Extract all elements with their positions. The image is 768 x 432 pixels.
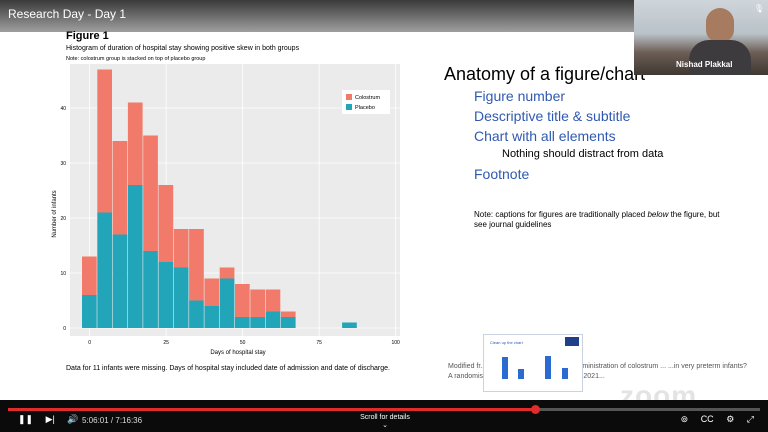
bar-colostrum <box>219 267 235 279</box>
controls-right: ⊚ CC ⚙ ⤢ <box>671 414 754 425</box>
slide-list: Figure number Descriptive title & subtit… <box>474 88 744 186</box>
bar-placebo <box>280 317 296 328</box>
current-time: 5:06:01 <box>82 416 109 425</box>
note-prefix: Note: captions for figures are tradition… <box>474 210 648 219</box>
thumbnail-bar <box>545 356 551 379</box>
list-item: Chart with all elements <box>474 128 616 144</box>
fullscreen-icon[interactable]: ⤢ <box>746 414 754 424</box>
bar-placebo <box>342 322 357 328</box>
scroll-for-details[interactable]: Scroll for details ⌄ <box>344 414 426 429</box>
y-tick-label: 20 <box>60 216 66 222</box>
bar-colostrum <box>173 229 189 268</box>
bar-colostrum <box>250 289 265 317</box>
legend-item-placebo: Placebo <box>355 105 375 111</box>
note-suffix: the figure, but see journal guidelines <box>474 210 720 229</box>
bar-colostrum <box>97 69 112 213</box>
speaker-body <box>689 40 751 75</box>
bar-placebo <box>189 300 204 328</box>
legend-swatch-colostrum <box>346 94 352 100</box>
bar-colostrum <box>265 289 281 312</box>
x-tick-label: 25 <box>163 340 169 346</box>
progress-handle[interactable] <box>531 405 540 414</box>
x-tick-label: 100 <box>391 340 400 346</box>
speaker-name: Nishad Plakkal <box>676 60 733 69</box>
thumbnail-logo-icon <box>565 337 579 346</box>
bar-placebo <box>219 278 235 328</box>
legend-swatch-placebo <box>346 104 352 110</box>
seek-preview-thumbnail: Clean up the chart <box>483 334 583 392</box>
x-axis-label: Days of hospital stay <box>210 350 265 356</box>
y-tick-label: 40 <box>60 106 66 112</box>
pause-icon[interactable]: ❚❚ <box>18 414 34 424</box>
mic-icon: 🎙 <box>753 4 764 13</box>
bar-placebo <box>158 262 174 328</box>
bar-colostrum <box>189 229 204 301</box>
x-tick-label: 75 <box>316 340 322 346</box>
y-tick-label: 0 <box>63 326 66 332</box>
settings-gear-icon[interactable]: ⚙ <box>726 414 735 424</box>
thumbnail-bar <box>502 357 508 379</box>
slide-note: Note: captions for figures are tradition… <box>474 210 724 230</box>
thumbnail-bar <box>518 369 524 379</box>
figure-title: Histogram of duration of hospital stay s… <box>66 45 300 52</box>
bar-placebo <box>235 317 250 328</box>
x-tick-label: 50 <box>240 340 246 346</box>
speaker-head <box>706 8 734 42</box>
slide-heading: Anatomy of a figure/chart <box>444 64 646 84</box>
y-axis-label: Number of infants <box>52 190 58 237</box>
bar-placebo <box>112 234 128 328</box>
bar-colostrum <box>204 278 220 306</box>
bar-colostrum <box>143 135 158 251</box>
legend-item-colostrum: Colostrum <box>355 95 380 101</box>
note-emphasis: below <box>647 210 669 219</box>
thumbnail-title: Clean up the chart <box>490 340 523 345</box>
bar-placebo <box>82 295 97 328</box>
bar-placebo <box>127 185 143 328</box>
time-display: 5:06:01 / 7:16:36 <box>82 416 143 425</box>
scroll-label: Scroll for details <box>360 414 410 421</box>
bar-colostrum <box>280 311 296 317</box>
figure-caption: Data for 11 infants were missing. Days o… <box>66 365 390 372</box>
total-time: 7:16:36 <box>115 416 143 425</box>
bar-colostrum <box>235 284 250 317</box>
list-item: Footnote <box>474 166 530 182</box>
autoplay-toggle-icon[interactable]: ⊚ <box>680 414 689 424</box>
progress-fill <box>8 408 534 411</box>
webcam-tile[interactable]: 🎙 Nishad Plakkal <box>634 0 768 75</box>
figure-label: Figure 1 <box>66 30 109 42</box>
histogram-chart: 0 25 50 75 100 0 10 20 30 40 Days of hospital st… <box>52 64 400 356</box>
preview-timestamp: 5:04:08 <box>520 396 543 403</box>
video-title: Research Day - Day 1 <box>8 7 127 21</box>
bar-colostrum <box>112 141 128 235</box>
list-item: Nothing should distract from data <box>502 148 664 160</box>
bar-placebo <box>204 306 220 328</box>
thumbnail-bar <box>562 368 568 379</box>
bar-colostrum <box>127 102 143 185</box>
x-tick-label: 0 <box>88 340 91 346</box>
next-icon[interactable]: ▶| <box>45 414 55 424</box>
figure-note: Note: colostrum group is stacked on top … <box>66 56 206 62</box>
volume-icon[interactable]: 🔊 <box>67 414 79 424</box>
player-controls <box>0 400 768 432</box>
progress-bar[interactable] <box>8 408 760 411</box>
bar-placebo <box>265 311 281 328</box>
bar-placebo <box>97 212 112 328</box>
y-tick-label: 10 <box>60 271 66 277</box>
bar-placebo <box>250 317 265 328</box>
y-tick-label: 30 <box>60 161 66 167</box>
chevron-down-icon: ⌄ <box>382 422 388 429</box>
legend: Colostrum Placebo <box>342 90 390 114</box>
list-item: Descriptive title & subtitle <box>474 108 631 124</box>
list-item: Figure number <box>474 88 566 104</box>
bar-colostrum <box>82 256 97 295</box>
captions-icon[interactable]: CC <box>700 414 714 424</box>
bar-placebo <box>173 267 189 328</box>
bar-placebo <box>143 251 158 328</box>
bar-colostrum <box>158 185 174 262</box>
controls-left: ❚❚ ▶| 🔊 <box>18 414 89 425</box>
